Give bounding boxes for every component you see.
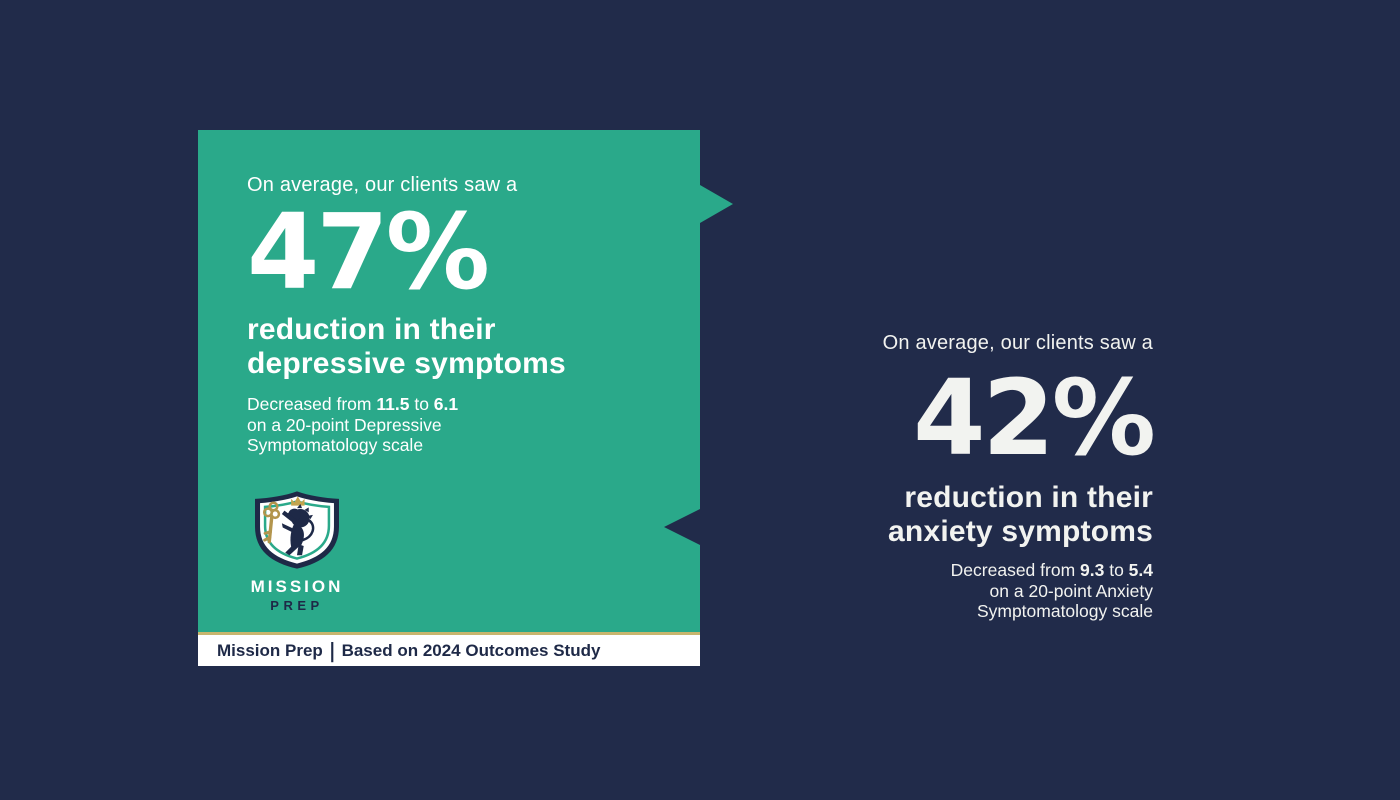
card-headline-line1: reduction in their [247,313,496,347]
panel-detail-from-value: 9.3 [1080,560,1105,581]
detail-from-value: 11.5 [376,394,410,415]
card-content: On average, our clients saw a 47% reduct… [198,130,700,456]
panel-headline-line2: anxiety symptoms [888,515,1153,549]
logo-wordmark-mission: MISSION [250,577,344,596]
anxiety-stat-value: 42% [913,357,1156,479]
panel-detail-line3: Symptomatology scale [976,601,1153,622]
panel-headline: reduction in their anxiety symptoms [723,481,1153,549]
depression-stat-card: On average, our clients saw a 47% reduct… [198,130,733,666]
panel-headline-line1: reduction in their [904,481,1153,515]
speech-tail-right [700,185,733,223]
panel-detail-line2: on a 20-point Anxiety [989,580,1153,601]
detail-to-value: 6.1 [433,394,459,415]
mission-prep-logo: MISSION PREP [242,488,352,613]
detail-prefix: Decreased from [247,394,377,415]
card-footer-bar: Mission Prep | Based on 2024 Outcomes Stud… [198,632,700,666]
anxiety-stat-panel: On average, our clients saw a 42% reduct… [723,331,1156,622]
card-headline: reduction in their depressive symptoms [247,313,660,381]
panel-detail-to-value: 5.4 [1128,560,1153,581]
speech-notch-left [664,509,700,545]
card-detail-text: Decreased from 11.5 to 6.1 on a 20-point … [247,394,660,456]
panel-detail-prefix: Decreased from [950,560,1081,581]
card-headline-line2: depressive symptoms [247,347,566,381]
card-eyebrow-text: On average, our clients saw a [247,174,518,196]
logo-wordmark-prep: PREP [270,598,324,613]
panel-eyebrow-text: On average, our clients saw a [882,332,1153,354]
depression-stat-value: 47% [247,191,490,313]
shield-lion-logo-icon [255,491,339,569]
footer-divider: | [329,638,335,662]
panel-detail-mid: to [1104,560,1129,581]
detail-line3: Symptomatology scale [247,435,424,456]
panel-detail-text: Decreased from 9.3 to 5.4 on a 20-point A… [723,560,1153,622]
footer-brand: Mission Prep [217,640,323,660]
detail-line2: on a 20-point Depressive [247,414,442,435]
footer-source-text: Based on 2024 Outcomes Study [341,640,601,660]
detail-mid: to [409,394,434,415]
